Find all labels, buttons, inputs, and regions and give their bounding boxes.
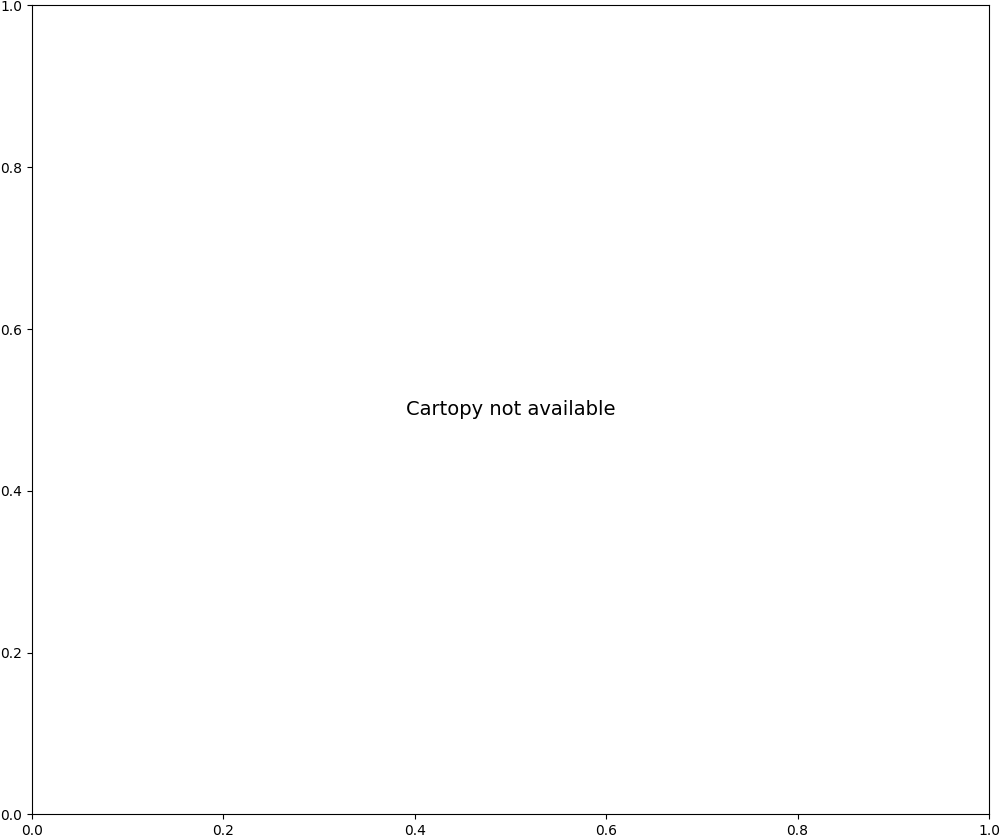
Text: Cartopy not available: Cartopy not available [406,401,615,419]
